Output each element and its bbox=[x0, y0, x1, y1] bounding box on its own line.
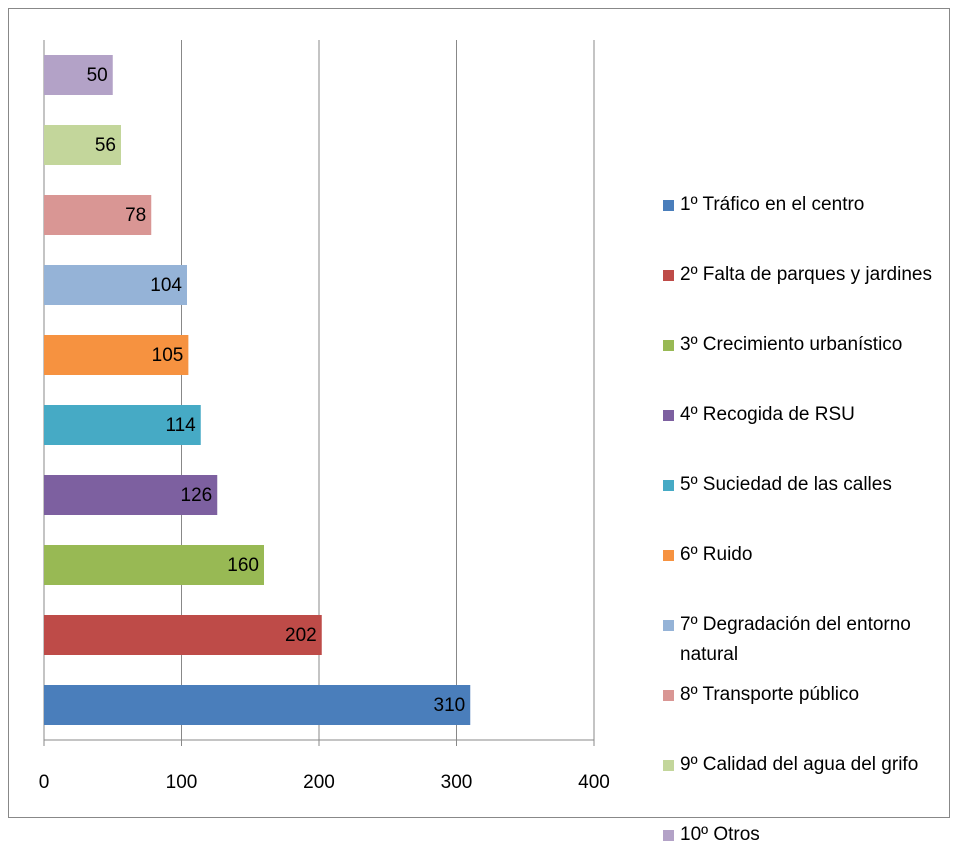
legend-label: 4º Recogida de RSU bbox=[680, 404, 855, 425]
bar bbox=[44, 615, 322, 655]
legend-label: 7º Degradación del entorno natural bbox=[680, 614, 911, 665]
data-label: 114 bbox=[165, 415, 196, 436]
legend-item: 3º Crecimiento urbanístico bbox=[663, 330, 933, 360]
data-label: 126 bbox=[181, 485, 213, 506]
legend-item: 8º Transporte público bbox=[663, 680, 933, 710]
data-label: 105 bbox=[152, 345, 184, 366]
legend-label: 6º Ruido bbox=[680, 544, 753, 565]
bar bbox=[44, 685, 471, 725]
legend-label: 5º Suciedad de las calles bbox=[680, 474, 892, 495]
legend-item: 9º Calidad del agua del grifo bbox=[663, 750, 933, 780]
legend-item: 2º Falta de parques y jardines bbox=[663, 260, 933, 290]
legend-label: 8º Transporte público bbox=[680, 684, 860, 705]
legend-item: 4º Recogida de RSU bbox=[663, 400, 933, 430]
legend-item: 5º Suciedad de las calles bbox=[663, 470, 933, 500]
bar bbox=[44, 405, 201, 445]
legend-swatch bbox=[663, 410, 674, 421]
chart: 0 100 200 300 400 310 202 160 126 114 105 104 78 56 50 bbox=[8, 8, 950, 818]
legend-swatch bbox=[663, 760, 674, 771]
legend-label: 1º Tráfico en el centro bbox=[680, 194, 865, 215]
bar bbox=[44, 125, 121, 165]
legend-swatch bbox=[663, 270, 674, 281]
legend-label: 10º Otros bbox=[680, 824, 760, 845]
data-label: 78 bbox=[125, 205, 146, 226]
legend-swatch bbox=[663, 690, 674, 701]
legend-swatch bbox=[663, 620, 674, 631]
legend-swatch bbox=[663, 830, 674, 841]
page: {"chart_data": {"type": "bar", "orientat… bbox=[8, 8, 950, 845]
data-label: 56 bbox=[95, 135, 116, 156]
x-tick-label: 0 bbox=[39, 772, 50, 793]
bar bbox=[44, 265, 187, 305]
legend-label: 3º Crecimiento urbanístico bbox=[680, 334, 903, 355]
legend-swatch bbox=[663, 340, 674, 351]
legend-item: 1º Tráfico en el centro bbox=[663, 190, 933, 220]
legend-swatch bbox=[663, 550, 674, 561]
bar bbox=[44, 545, 264, 585]
legend-swatch bbox=[663, 200, 674, 211]
x-tick-label: 300 bbox=[441, 772, 473, 793]
legend-label: 2º Falta de parques y jardines bbox=[680, 264, 932, 285]
legend-label: 9º Calidad del agua del grifo bbox=[680, 754, 919, 775]
data-label: 310 bbox=[434, 695, 466, 716]
legend-swatch bbox=[663, 480, 674, 491]
legend-item: 10º Otros bbox=[663, 820, 933, 850]
x-tick-label: 100 bbox=[166, 772, 198, 793]
x-tick-label: 400 bbox=[578, 772, 610, 793]
data-label: 160 bbox=[227, 555, 259, 576]
data-label: 202 bbox=[285, 625, 317, 646]
data-label: 104 bbox=[150, 275, 182, 296]
x-tick-label: 200 bbox=[303, 772, 335, 793]
chart-border bbox=[8, 8, 950, 818]
bar bbox=[44, 195, 152, 235]
bar bbox=[44, 335, 189, 375]
bar bbox=[44, 55, 113, 95]
bar bbox=[44, 475, 218, 515]
data-label: 50 bbox=[87, 65, 108, 86]
legend-item: 6º Ruido bbox=[663, 540, 933, 570]
legend-item: 7º Degradación del entorno natural bbox=[663, 610, 933, 670]
